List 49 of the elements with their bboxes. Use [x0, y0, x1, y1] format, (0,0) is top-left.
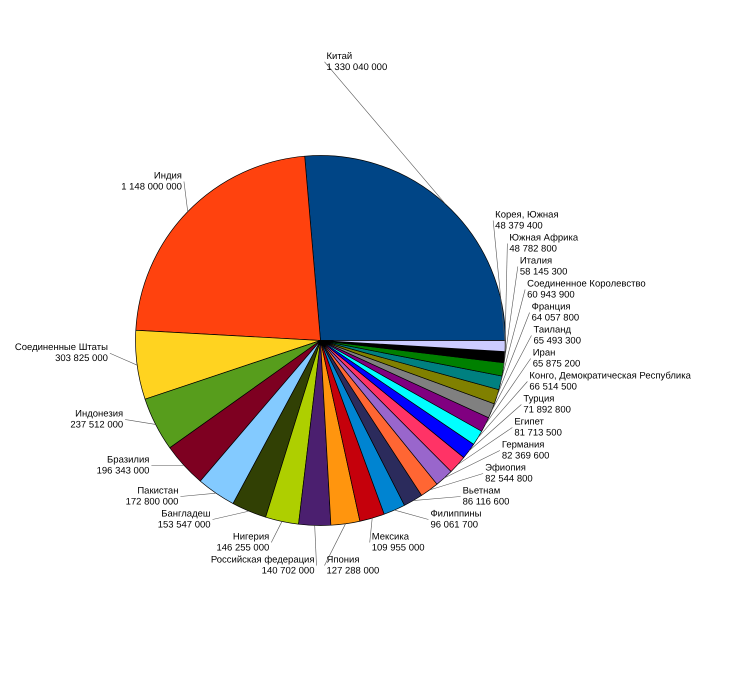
slice-label: Соединенное Королевство — [527, 278, 646, 290]
slice-label: Иран — [532, 348, 556, 358]
slice-label: Бразилия — [107, 454, 150, 466]
data-label: 82 544 800 — [485, 474, 533, 484]
slice-label: Италия — [520, 256, 552, 266]
data-label: 48 782 800 — [509, 244, 557, 254]
slice-label: Турция — [523, 394, 554, 404]
slice-label: Эфиопия — [485, 462, 526, 474]
data-label: 82 369 600 — [502, 450, 550, 462]
slice-label: Южная Африка — [509, 232, 579, 244]
slice-label: Российская федерация — [210, 554, 315, 566]
slice-label: Египет — [514, 416, 545, 428]
data-label: 153 547 000 — [158, 520, 211, 530]
slice-label: Нигерия — [232, 532, 270, 542]
data-label: 71 892 800 — [523, 404, 571, 416]
data-label: 66 514 500 — [529, 382, 577, 392]
slice-label: Япония — [326, 554, 360, 566]
data-label: 109 955 000 — [372, 542, 425, 554]
data-label: 127 288 000 — [326, 566, 380, 576]
slice-label: Конго, Демократическая Республика — [529, 370, 692, 382]
data-label: 81 713 500 — [514, 428, 562, 438]
data-label: 146 255 000 — [216, 542, 270, 554]
slice-label: Мексика — [372, 532, 410, 542]
slice-label: Корея, Южная — [495, 210, 559, 220]
slice-label: Бангладеш — [161, 508, 211, 520]
data-label: 303 825 000 — [55, 353, 108, 364]
data-label: 60 943 900 — [527, 290, 575, 300]
data-label: 64 057 800 — [532, 312, 580, 324]
data-label: 172 800 000 — [126, 496, 178, 508]
slice-label: Вьетнам — [462, 486, 500, 496]
slice-label: Франция — [532, 302, 571, 312]
slice-label: Филиппины — [430, 508, 482, 520]
data-label: 86 116 600 — [462, 496, 510, 508]
slice-label: Соединенные Штаты — [14, 342, 108, 354]
data-label: 48 379 400 — [495, 220, 543, 232]
data-label: 140 702 000 — [262, 566, 315, 576]
data-label: 96 061 700 — [430, 520, 478, 530]
slice-label: Таиланд — [533, 324, 572, 336]
slice-label: Индия — [154, 170, 182, 182]
data-label: 65 493 300 — [533, 336, 581, 346]
slice-label: Китай — [326, 50, 352, 62]
data-label: 1 148 000 000 — [121, 182, 182, 193]
slice-label: Пакистан — [137, 486, 178, 496]
data-label: 237 512 000 — [70, 420, 124, 431]
data-label: 65 875 200 — [532, 358, 580, 370]
data-label: 58 145 300 — [520, 266, 568, 278]
data-label: 196 343 000 — [96, 465, 150, 476]
slice-label: Германия — [502, 440, 544, 450]
slice-label: Индонезия — [75, 408, 124, 420]
